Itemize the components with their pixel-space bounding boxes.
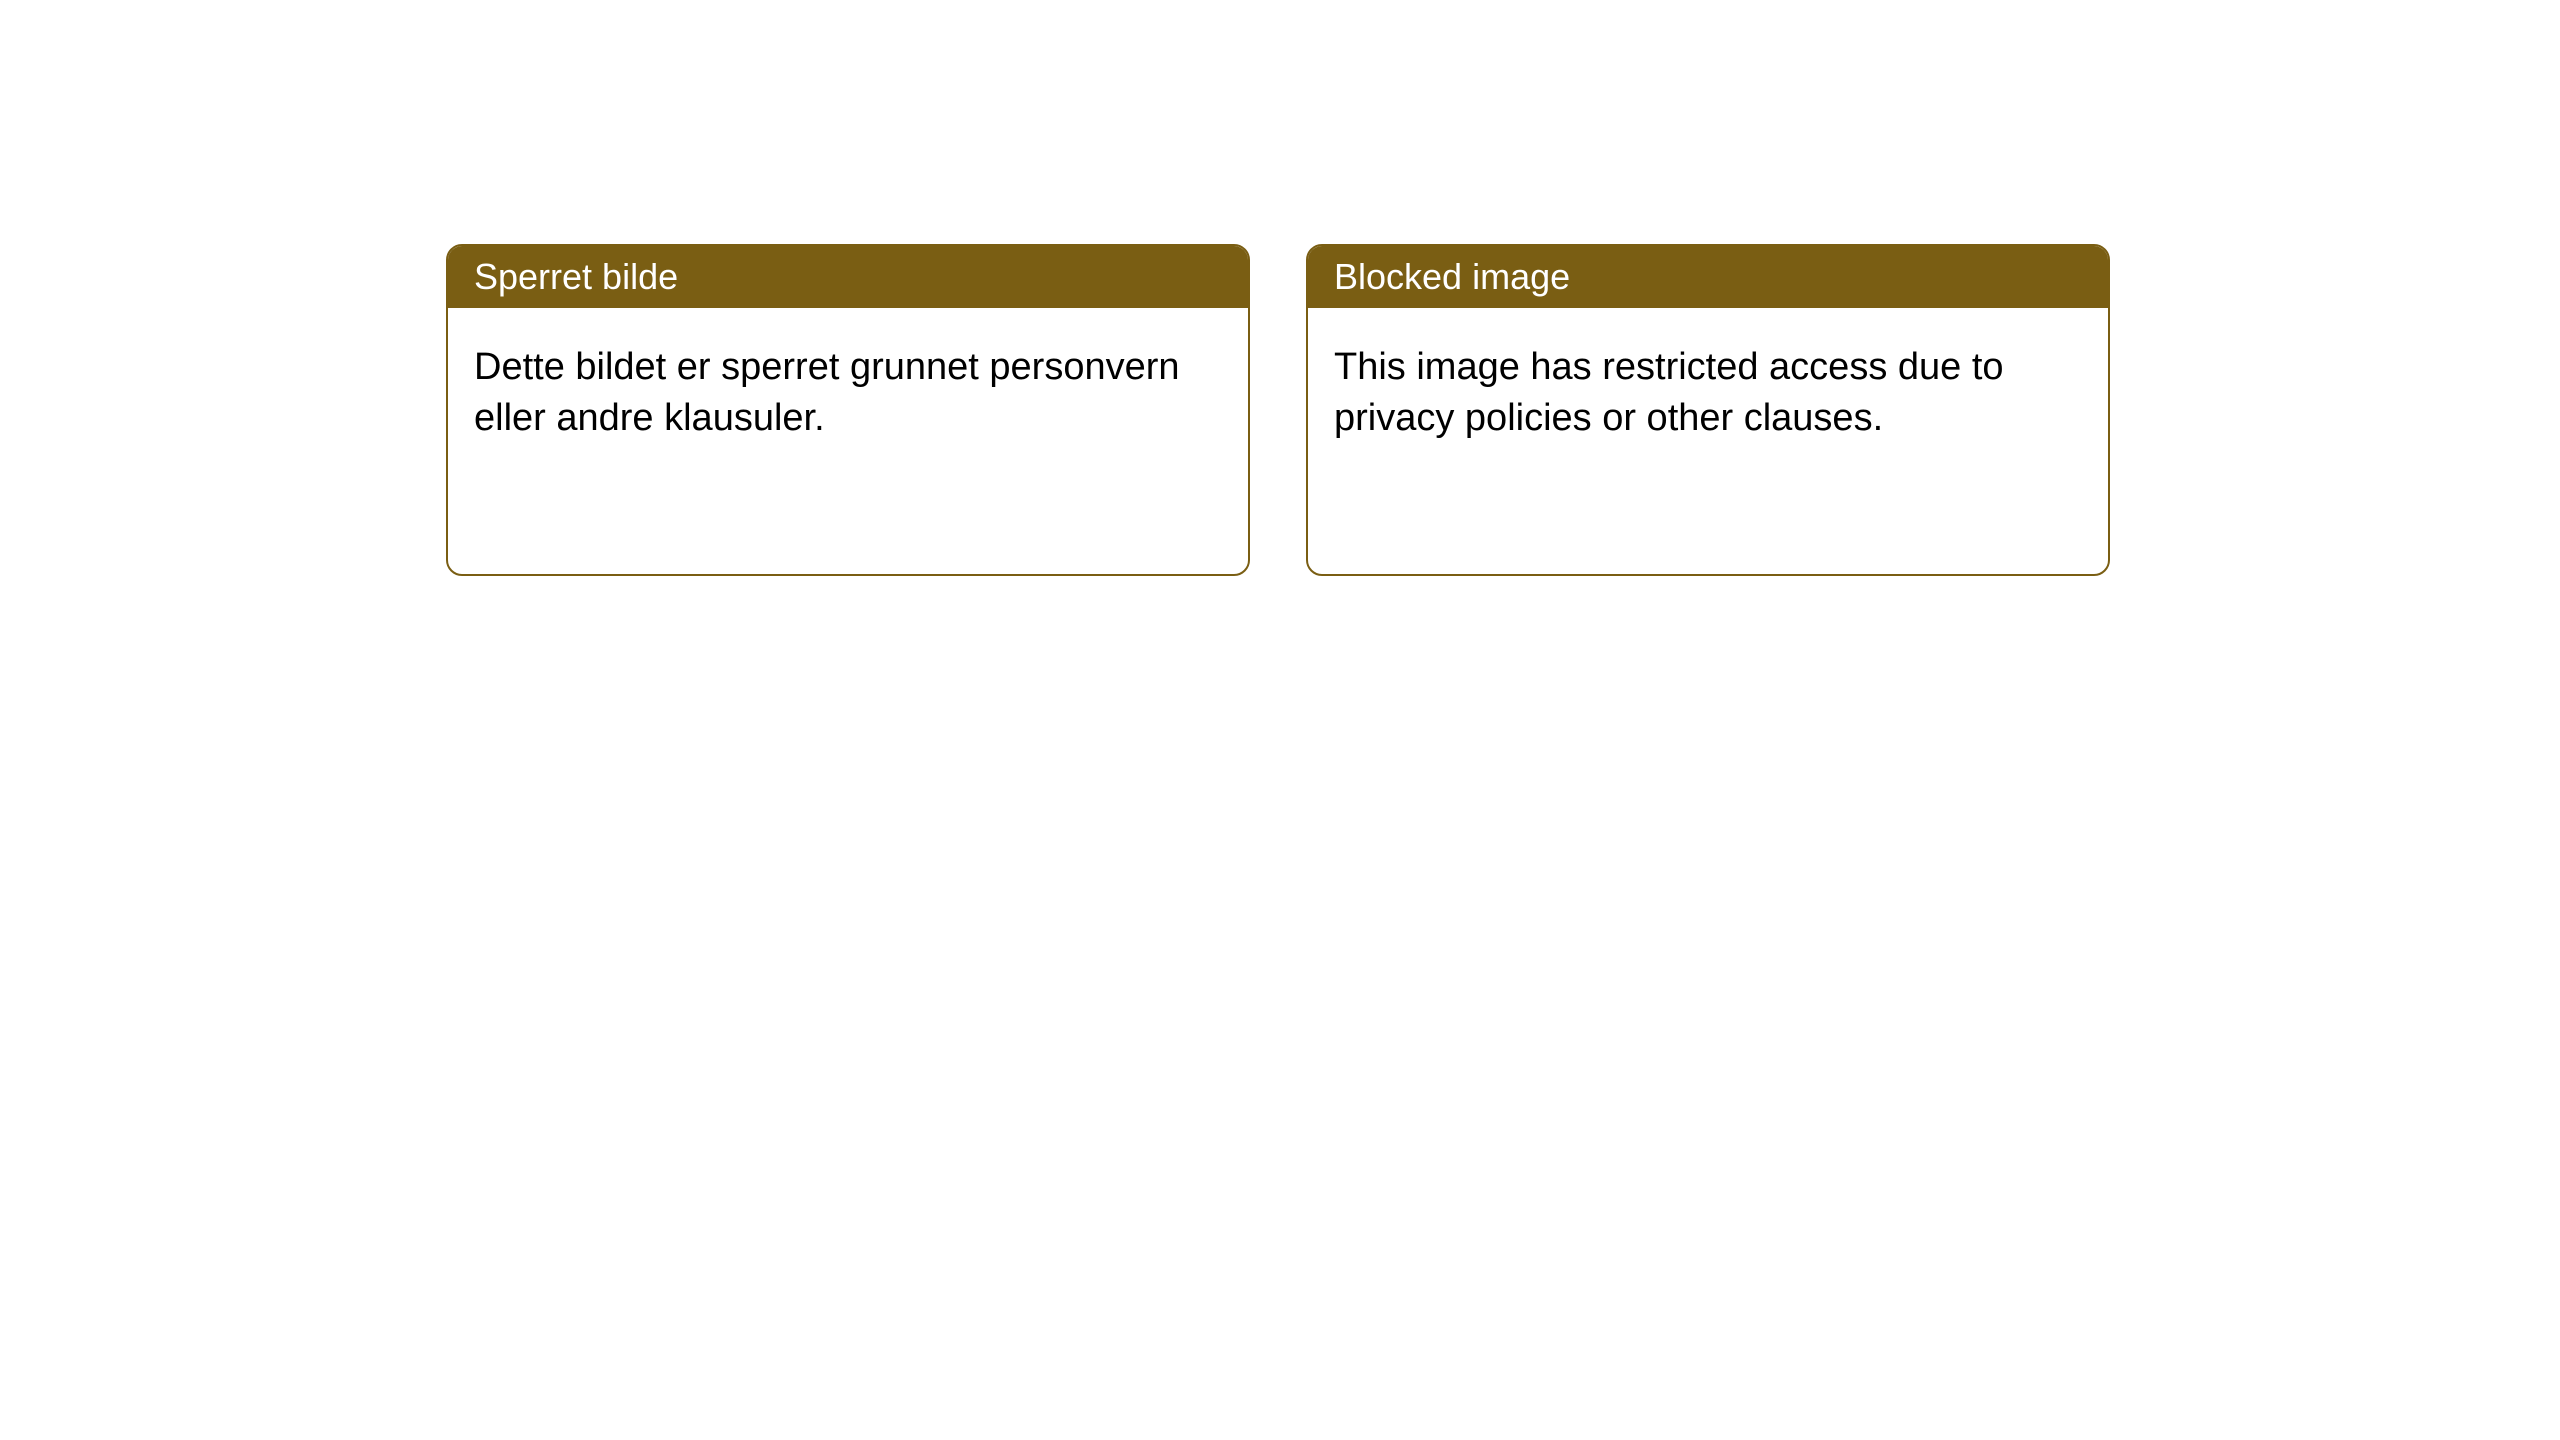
notice-body-no: Dette bildet er sperret grunnet personve… bbox=[448, 308, 1248, 477]
notice-title-no: Sperret bilde bbox=[474, 256, 678, 297]
notice-body-en: This image has restricted access due to … bbox=[1308, 308, 2108, 477]
notice-box-no: Sperret bilde Dette bildet er sperret gr… bbox=[446, 244, 1250, 576]
notice-header-en: Blocked image bbox=[1308, 246, 2108, 308]
notice-text-en: This image has restricted access due to … bbox=[1334, 346, 2004, 439]
notice-box-en: Blocked image This image has restricted … bbox=[1306, 244, 2110, 576]
notice-container: Sperret bilde Dette bildet er sperret gr… bbox=[446, 244, 2110, 576]
notice-text-no: Dette bildet er sperret grunnet personve… bbox=[474, 346, 1180, 439]
notice-header-no: Sperret bilde bbox=[448, 246, 1248, 308]
notice-title-en: Blocked image bbox=[1334, 256, 1570, 297]
